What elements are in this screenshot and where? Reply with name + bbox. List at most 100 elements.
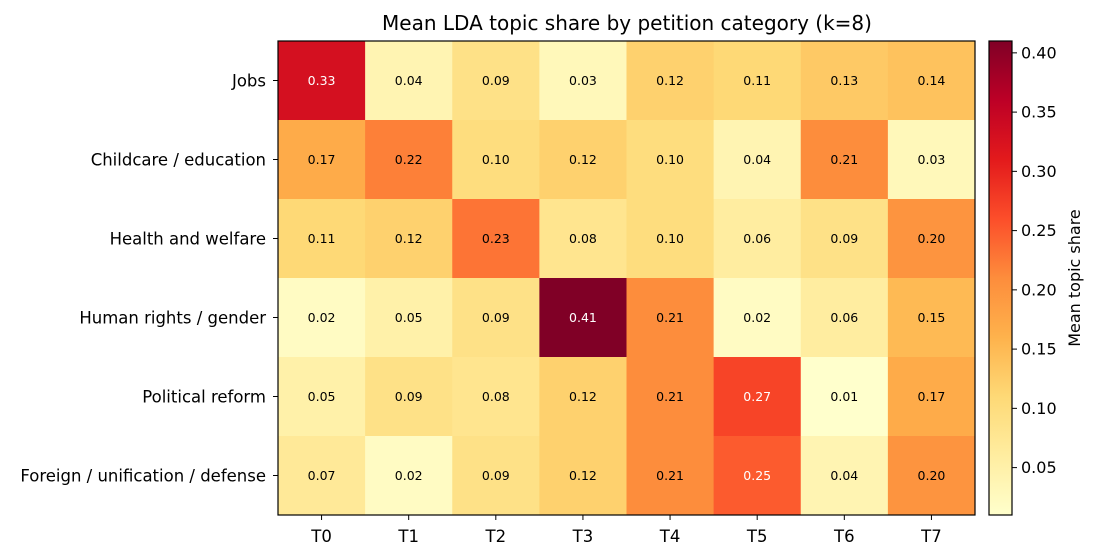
cell-value-label: 0.21: [656, 468, 684, 483]
row-label: Human rights / gender: [79, 309, 266, 328]
cell-value-label: 0.06: [743, 231, 771, 246]
cell-value-label: 0.05: [395, 310, 423, 325]
heatmap-cell: [539, 436, 627, 516]
heatmap-cell: [539, 120, 627, 200]
heatmap-cell: [278, 357, 366, 437]
cell-value-label: 0.04: [395, 73, 423, 88]
column-label: T6: [833, 527, 855, 546]
heatmap-cell: [713, 199, 802, 279]
cell-value-label: 0.22: [395, 152, 423, 167]
heatmap-cell: [887, 120, 976, 200]
heatmap-cell: [278, 436, 366, 516]
heatmap-cell: [800, 357, 889, 437]
cell-value-label: 0.02: [395, 468, 423, 483]
cell-value-label: 0.08: [482, 389, 510, 404]
colorbar-tick-label: 0.10: [1021, 399, 1057, 418]
heatmap-cell: [278, 120, 366, 200]
heatmap-cell: [278, 278, 366, 358]
cell-value-label: 0.21: [830, 152, 858, 167]
cell-value-label: 0.07: [308, 468, 336, 483]
cell-value-label: 0.09: [482, 468, 510, 483]
cell-value-label: 0.06: [830, 310, 858, 325]
cell-value-labels: 0.33 0.04 0.09 0.03 0.12 0.11 0.13 0.14 0.17 0.22…: [308, 73, 946, 483]
heatmap-cell: [365, 199, 453, 279]
heatmap-cell: [452, 278, 540, 358]
cell-value-label: 0.14: [918, 73, 946, 88]
cell-value-label: 0.09: [830, 231, 858, 246]
row-label: Jobs: [231, 72, 266, 91]
heatmap-cell: [278, 199, 366, 279]
heatmap-cell: [713, 278, 802, 358]
heatmap-cell: [452, 41, 540, 121]
heatmap-cell: [626, 199, 715, 279]
cell-value-label: 0.17: [308, 152, 336, 167]
heatmap-cell: [887, 436, 976, 516]
cell-value-label: 0.08: [569, 231, 597, 246]
column-label: T1: [397, 527, 419, 546]
row-label: Political reform: [142, 388, 266, 407]
column-label: T3: [572, 527, 594, 546]
cell-value-label: 0.04: [743, 152, 771, 167]
cell-value-label: 0.11: [308, 231, 336, 246]
colorbar-tick-label: 0.25: [1021, 221, 1057, 240]
heatmap-cell: [800, 199, 889, 279]
cell-value-label: 0.12: [656, 73, 684, 88]
cell-value-label: 0.09: [482, 310, 510, 325]
cell-value-label: 0.21: [656, 389, 684, 404]
heatmap-cell: [626, 357, 715, 437]
cell-value-label: 0.05: [308, 389, 336, 404]
heatmap-cell: [452, 199, 540, 279]
colorbar-tick-label: 0.20: [1021, 280, 1057, 299]
cell-value-label: 0.10: [656, 152, 684, 167]
colorbar-tick-label: 0.30: [1021, 162, 1057, 181]
cell-value-label: 0.11: [743, 73, 771, 88]
heatmap-cell: [713, 357, 802, 437]
cell-value-label: 0.03: [569, 73, 597, 88]
heatmap-cell: [800, 436, 889, 516]
cell-value-label: 0.10: [656, 231, 684, 246]
cell-value-label: 0.25: [743, 468, 771, 483]
cell-value-label: 0.33: [308, 73, 336, 88]
heatmap-cell: [887, 278, 976, 358]
heatmap-cell: [800, 278, 889, 358]
cell-value-label: 0.12: [569, 389, 597, 404]
cell-value-label: 0.27: [743, 389, 771, 404]
heatmap-cell: [539, 199, 627, 279]
heatmap-cell: [278, 41, 366, 121]
cell-value-label: 0.03: [918, 152, 946, 167]
cell-value-label: 0.02: [308, 310, 336, 325]
cell-value-label: 0.15: [918, 310, 946, 325]
cell-value-label: 0.01: [830, 389, 858, 404]
colorbar-tick-label: 0.05: [1021, 458, 1057, 477]
cell-value-label: 0.02: [743, 310, 771, 325]
heatmap-cell: [626, 278, 715, 358]
cell-value-label: 0.04: [830, 468, 858, 483]
cell-value-label: 0.12: [569, 152, 597, 167]
heatmap-cell: [626, 41, 715, 121]
cell-value-label: 0.09: [395, 389, 423, 404]
column-label: T5: [746, 527, 768, 546]
cell-value-label: 0.12: [569, 468, 597, 483]
cell-value-label: 0.23: [482, 231, 510, 246]
heatmap-cell: [452, 120, 540, 200]
colorbar-gradient: [988, 40, 1013, 516]
cell-value-label: 0.09: [482, 73, 510, 88]
heatmap-cell: [887, 41, 976, 121]
cell-value-label: 0.10: [482, 152, 510, 167]
heatmap-cell: [713, 120, 802, 200]
row-label: Childcare / education: [91, 151, 266, 170]
column-label: T2: [485, 527, 507, 546]
column-label: T4: [659, 527, 681, 546]
heatmap-cell: [713, 41, 802, 121]
heatmap-cell: [365, 120, 453, 200]
colorbar-tick-label: 0.35: [1021, 103, 1057, 122]
heatmap-cell: [365, 278, 453, 358]
heatmap-cells: [278, 41, 976, 516]
heatmap-cell: [365, 357, 453, 437]
cell-value-label: 0.20: [918, 468, 946, 483]
column-label: T0: [310, 527, 332, 546]
column-labels: T0 T1 T2 T3 T4 T5 T6 T7: [310, 515, 942, 546]
plot-frame: [277, 40, 976, 516]
heatmap-cell: [365, 436, 453, 516]
cell-value-label: 0.21: [656, 310, 684, 325]
